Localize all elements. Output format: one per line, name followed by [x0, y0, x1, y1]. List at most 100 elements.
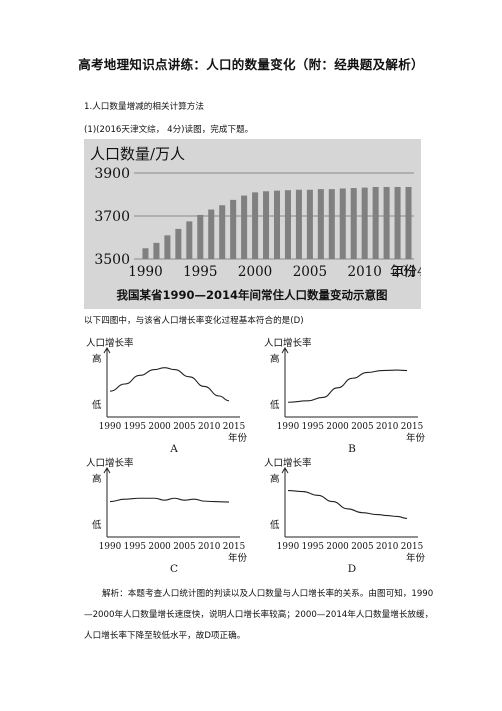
x-tick-label: 2000 [326, 422, 349, 432]
y-axis-arrow [281, 467, 289, 474]
growth-rate-line [109, 367, 230, 402]
option-label: C [170, 563, 178, 575]
bar [394, 186, 401, 259]
x-tick-label: 2014 [391, 264, 421, 280]
x-tick-label: 1995 [183, 264, 217, 280]
growth-rate-line [287, 490, 408, 519]
x-tick-label: 1995 [302, 542, 324, 552]
bar [328, 189, 335, 259]
y-axis-label: 人口增长率 [86, 457, 134, 469]
y-tick-label: 3900 [94, 166, 130, 182]
bar [153, 242, 160, 259]
bar [306, 189, 313, 259]
bar [175, 228, 182, 259]
section-heading: 1.人口数量增减的相关计算方法 [84, 102, 204, 112]
x-axis-label: 年份 [390, 264, 417, 280]
y-axis-label: 人口增长率 [264, 457, 312, 469]
bar [142, 248, 149, 259]
y-tick-label: 3700 [94, 209, 130, 225]
x-tick-label: 2005 [173, 542, 195, 552]
high-label: 高 [92, 353, 102, 365]
option-label: D [348, 563, 356, 575]
bar [263, 191, 270, 259]
bar [241, 195, 248, 259]
bar [273, 190, 281, 259]
x-tick-label: 2000 [148, 542, 171, 552]
x-tick-label: 2000 [326, 542, 349, 552]
bar [339, 188, 346, 259]
bar [361, 187, 368, 259]
x-axis-label: 年份 [406, 552, 426, 564]
x-tick-label: 2015 [223, 542, 245, 552]
x-tick-label: 2015 [401, 542, 423, 552]
x-tick-label: 2005 [351, 422, 373, 432]
bar [197, 214, 204, 259]
x-tick-label: 1995 [124, 422, 146, 432]
y-axis-label: 人口增长率 [264, 337, 312, 349]
x-axis-label: 年份 [228, 552, 248, 564]
y-axis-arrow [103, 347, 111, 354]
bar [230, 199, 237, 259]
bar [284, 190, 291, 259]
x-tick-label: 1990 [277, 542, 300, 552]
x-tick-label: 1990 [99, 422, 122, 432]
y-axis-label: 人口增长率 [86, 337, 134, 349]
x-tick-label: 2010 [348, 264, 382, 280]
x-tick-label: 2015 [401, 422, 423, 432]
x-axis-label: 年份 [228, 432, 248, 444]
high-label: 高 [270, 473, 280, 485]
bar [252, 192, 259, 259]
bar [295, 189, 302, 259]
growth-rate-line [287, 369, 408, 403]
bar [208, 209, 215, 259]
population-bar-chart: 人口数量/万人 3500 3700 3900 1990 1995 2000 2005 2010 2… [84, 139, 426, 309]
y-axis-arrow [281, 347, 289, 354]
bar [317, 189, 324, 259]
x-tick-label: 2010 [198, 542, 221, 552]
bar [350, 188, 357, 259]
x-tick-label: 2005 [173, 422, 195, 432]
low-label: 低 [92, 399, 102, 411]
x-tick-label: 2015 [223, 422, 245, 432]
growth-rate-line [109, 497, 230, 503]
low-label: 低 [270, 399, 280, 411]
x-tick-label: 1995 [302, 422, 324, 432]
bar [405, 186, 412, 259]
x-tick-label: 2005 [293, 264, 327, 280]
low-label: 低 [270, 519, 280, 531]
chart-title: 我国某省1990—2014年间常住人口数量变动示意图 [116, 288, 387, 302]
x-tick-label: 2010 [376, 542, 399, 552]
bar [372, 186, 379, 259]
y-axis-arrow [103, 467, 111, 474]
x-tick-label: 2010 [198, 422, 221, 432]
y-tick-label: 3500 [94, 252, 130, 268]
low-label: 低 [92, 519, 102, 531]
bar [383, 186, 390, 259]
option-label: B [348, 443, 356, 454]
x-tick-label: 2010 [376, 422, 399, 432]
bar [164, 235, 171, 259]
y-axis-label: 人口数量/万人 [90, 145, 185, 163]
bar [219, 205, 226, 259]
option-label: A [169, 443, 178, 454]
x-axis-label: 年份 [406, 432, 426, 444]
x-tick-label: 1990 [277, 422, 300, 432]
high-label: 高 [270, 353, 280, 365]
x-tick-label: 1990 [128, 264, 162, 280]
x-tick-label: 1990 [99, 542, 122, 552]
bar [186, 221, 193, 259]
bar-chart-svg: 人口数量/万人 3500 3700 3900 1990 1995 2000 2005 2010 2… [90, 145, 426, 302]
x-tick-label: 1995 [124, 542, 146, 552]
x-tick-label: 2000 [238, 264, 272, 280]
document-title: 高考地理知识点讲练：人口的数量变化（附：经典题及解析） [78, 57, 424, 72]
question-intro: (1)(2016天津文综， 4分)读图，完成下题。 [84, 125, 254, 135]
analysis-text: 解析：本题考查人口统计图的判读以及人口数量与人口增长率的关系。由图可知，1990… [84, 589, 434, 641]
high-label: 高 [92, 473, 102, 485]
x-tick-label: 2000 [148, 422, 171, 432]
x-tick-label: 2005 [351, 542, 373, 552]
question-text: 以下四图中，与该省人口增长率变化过程基本符合的是(D) [84, 316, 304, 326]
